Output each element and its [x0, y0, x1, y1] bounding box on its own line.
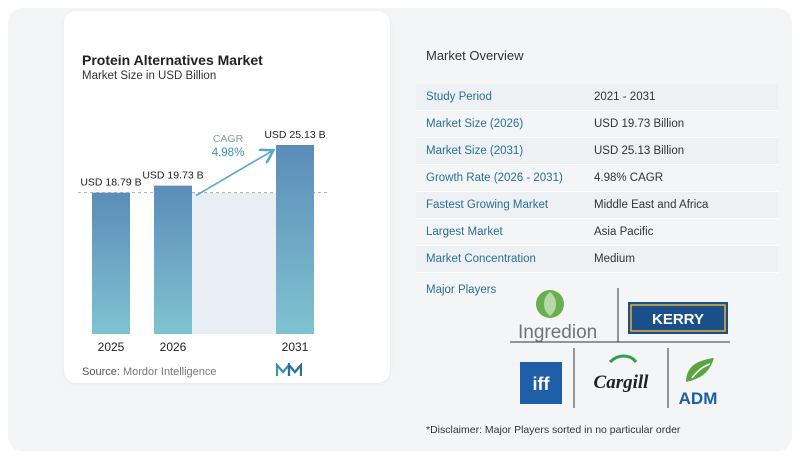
- cagr-label: CAGR: [213, 133, 244, 145]
- growth-shade: [192, 192, 276, 334]
- row-value: Medium: [594, 253, 635, 265]
- row-value: USD 25.13 Billion: [594, 145, 685, 157]
- row-value: Middle East and Africa: [594, 199, 709, 211]
- bar-2031: [276, 145, 314, 334]
- overview-row: Fastest Growing Market Middle East and Af…: [416, 192, 778, 219]
- data-label-2031: USD 25.13 B: [264, 129, 325, 141]
- row-value: USD 19.73 Billion: [594, 118, 685, 130]
- bar-2026: [154, 185, 192, 334]
- players-logo-grid: Ingredion KERRY iff Cargill ADM: [510, 288, 730, 408]
- kerry-logo-text: KERRY: [652, 311, 704, 328]
- x-tick-2026: 2026: [160, 340, 187, 354]
- row-key: Market Size (2026): [426, 118, 524, 130]
- row-key: Market Size (2031): [426, 145, 524, 157]
- major-players-label: Major Players: [426, 284, 497, 296]
- chart-subtitle: Market Size in USD Billion: [82, 70, 217, 82]
- chart-title: Protein Alternatives Market: [82, 52, 263, 68]
- x-tick-2031: 2031: [282, 340, 309, 354]
- overview-row: Market Concentration Medium: [416, 246, 778, 273]
- overview-row: Market Size (2031) USD 25.13 Billion: [416, 138, 778, 165]
- row-value: Asia Pacific: [594, 226, 654, 238]
- row-key: Market Concentration: [426, 253, 536, 265]
- iff-logo-text: iff: [533, 374, 551, 394]
- cagr-arrow: [195, 151, 272, 197]
- adm-logo-text: ADM: [679, 389, 718, 408]
- source-prefix: Source:: [82, 366, 120, 378]
- source-note: Source: Mordor Intelligence: [82, 366, 217, 378]
- cargill-logo-icon: Cargill: [594, 354, 650, 393]
- row-key: Study Period: [426, 91, 492, 103]
- adm-logo-icon: ADM: [679, 358, 718, 408]
- row-value: 2021 - 2031: [594, 91, 656, 103]
- data-label-2026: USD 19.73 B: [142, 170, 203, 182]
- iff-logo-icon: iff: [520, 362, 562, 404]
- disclaimer: *Disclaimer: Major Players sorted in no …: [426, 424, 681, 436]
- mordor-logo-icon: [276, 363, 302, 376]
- ingredion-logo-text: Ingredion: [518, 322, 597, 343]
- overview-row: Study Period 2021 - 2031: [416, 84, 778, 111]
- source-name: Mordor Intelligence: [122, 366, 217, 378]
- data-label-2025: USD 18.79 B: [80, 177, 141, 189]
- row-key: Fastest Growing Market: [426, 199, 549, 211]
- overview-row: Market Size (2026) USD 19.73 Billion: [416, 111, 778, 138]
- x-tick-2025: 2025: [98, 340, 125, 354]
- row-value: 4.98% CAGR: [594, 172, 664, 184]
- overview-row: Largest Market Asia Pacific: [416, 219, 778, 246]
- row-key: Growth Rate (2026 - 2031): [426, 172, 563, 184]
- row-key: Largest Market: [426, 226, 503, 238]
- cagr-value: 4.98%: [212, 147, 245, 159]
- bar-2025: [92, 192, 130, 334]
- overview-title: Market Overview: [426, 48, 524, 63]
- overview-row: Growth Rate (2026 - 2031) 4.98% CAGR: [416, 165, 778, 192]
- cargill-logo-text: Cargill: [594, 372, 650, 393]
- kerry-logo-icon: KERRY: [628, 302, 728, 334]
- ingredion-logo-icon: Ingredion: [518, 290, 597, 343]
- overview-table: Study Period 2021 - 2031 Market Size (202…: [416, 84, 778, 273]
